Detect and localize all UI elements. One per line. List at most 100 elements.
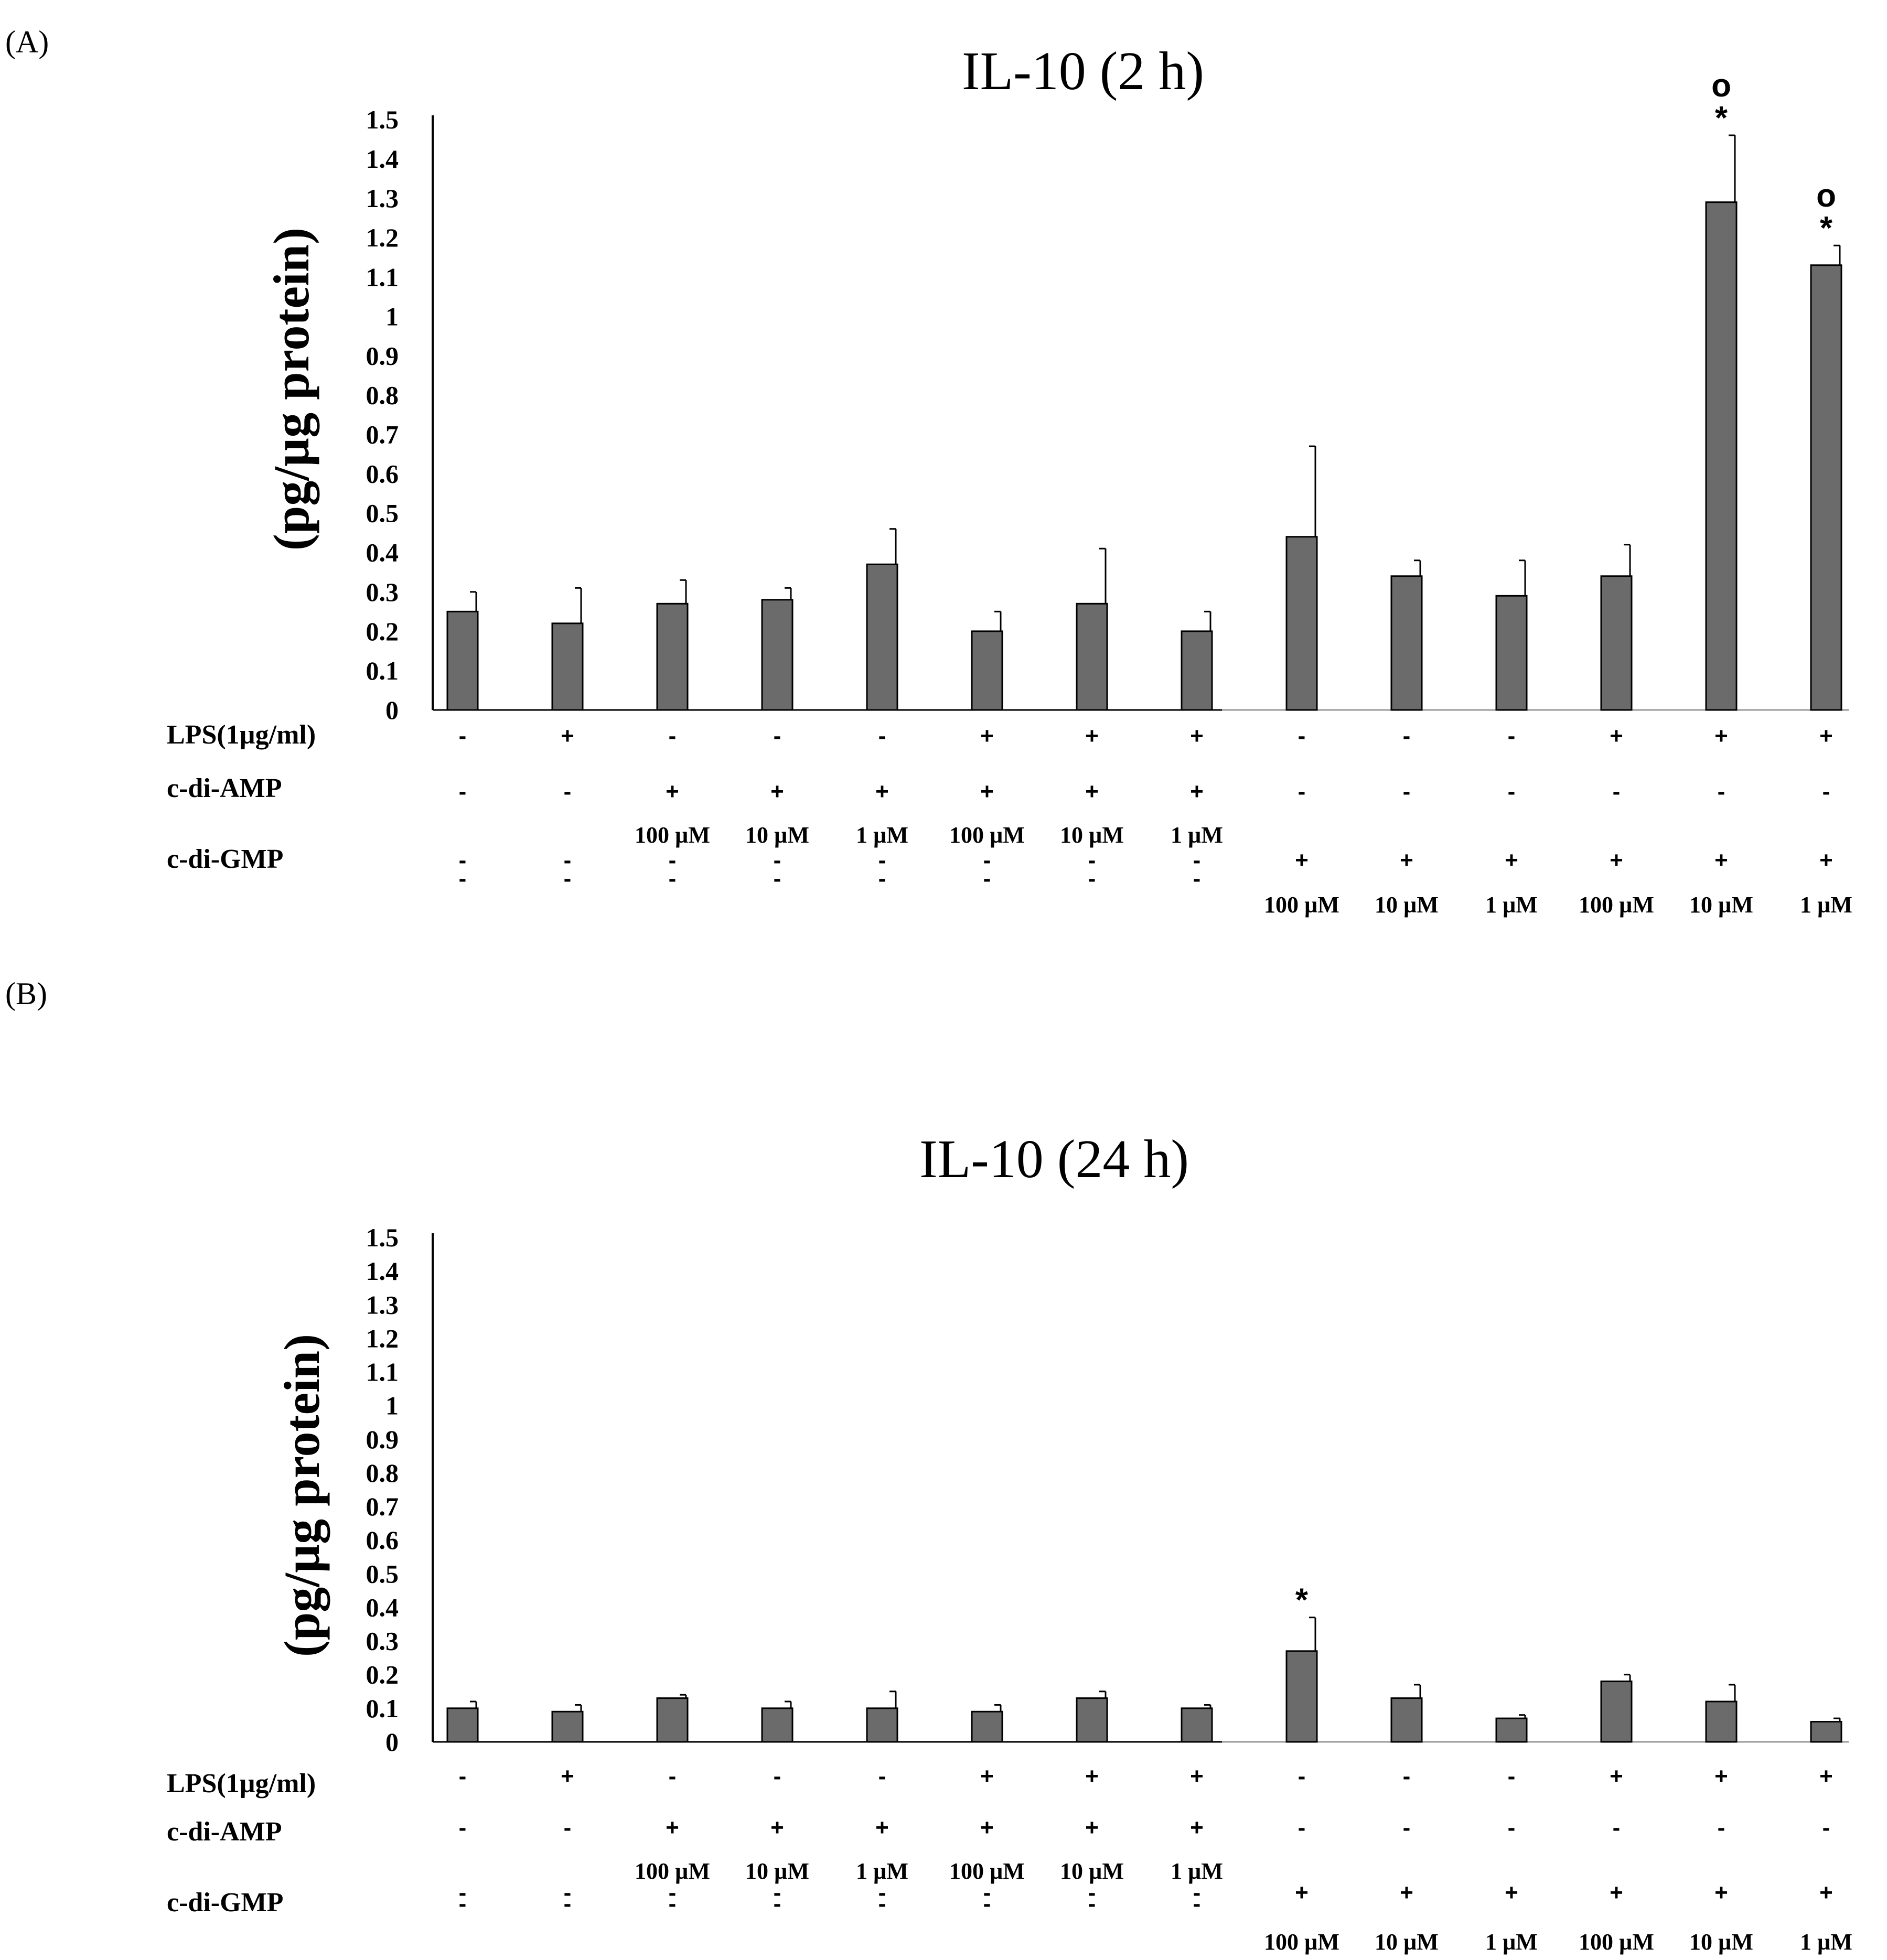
- treatment-sign: -: [1508, 779, 1516, 804]
- treatment-sign: +: [1085, 723, 1099, 749]
- y-tick-label: 0: [385, 1727, 399, 1757]
- significance-star: *: [1715, 100, 1728, 136]
- panel-label: (A): [5, 25, 49, 59]
- concentration-label: 1 µM: [1171, 822, 1223, 848]
- treatment-sign: +: [1714, 723, 1728, 749]
- panel-label: (B): [5, 976, 47, 1011]
- treatment-sign: +: [875, 779, 889, 804]
- row-label-lps: LPS(1µg/ml): [167, 1769, 316, 1799]
- treatment-sign: +: [1819, 1763, 1833, 1789]
- y-tick-label: 0.8: [366, 1458, 399, 1488]
- treatment-sign-sub: -: [669, 866, 677, 891]
- treatment-sign: -: [983, 847, 991, 873]
- bar: [446, 1707, 479, 1743]
- bars: [446, 134, 1842, 711]
- treatment-sign: +: [980, 723, 994, 749]
- treatment-sign-sub: -: [564, 1891, 572, 1916]
- treatment-sign-sub: -: [983, 866, 991, 891]
- treatment-sign: -: [669, 1763, 677, 1789]
- y-tick-label: 1.4: [366, 144, 399, 174]
- treatment-sign: -: [669, 847, 677, 873]
- treatment-sign: -: [1718, 1815, 1725, 1840]
- treatment-sign: -: [459, 723, 467, 749]
- treatment-sign: +: [1714, 1763, 1728, 1789]
- y-tick-label: 1.1: [366, 262, 399, 292]
- treatment-sign: +: [980, 1815, 994, 1840]
- bar: [1705, 1700, 1738, 1743]
- y-tick-label: 0.1: [366, 1694, 399, 1723]
- treatment-sign: -: [459, 1880, 467, 1905]
- treatment-sign: -: [774, 1763, 781, 1789]
- bar: [1076, 602, 1108, 711]
- treatment-sign: -: [1403, 779, 1411, 804]
- y-tick-label: 1: [385, 301, 399, 331]
- y-tick-label: 0.6: [366, 459, 399, 489]
- bar: [1600, 575, 1633, 711]
- treatment-sign: +: [1085, 1815, 1099, 1840]
- y-tick-label: 1.5: [366, 1223, 399, 1252]
- bar: [761, 1707, 794, 1743]
- concentration-label: 1 µM: [1485, 892, 1538, 918]
- treatment-sign: +: [980, 1763, 994, 1789]
- y-tick-label: 0.3: [366, 577, 399, 607]
- bar: [761, 599, 794, 711]
- row-label-c-di-gmp: c-di-GMP: [167, 1888, 283, 1918]
- bar: [1705, 201, 1738, 711]
- treatment-sign: -: [878, 1880, 886, 1905]
- treatment-sign: -: [669, 723, 677, 749]
- concentration-label: 100 µM: [1579, 1929, 1654, 1955]
- row-label-c-di-amp: c-di-AMP: [167, 773, 282, 803]
- treatment-sign: -: [459, 779, 467, 804]
- bar: [866, 563, 898, 711]
- treatment-table: LPS(1µg/ml) c-di-AMP c-di-GMP - + - - - + + + - -…: [167, 1763, 1852, 1955]
- treatment-sign: +: [1190, 1815, 1204, 1840]
- treatment-sign: +: [770, 1815, 784, 1840]
- concentration-label: 1 µM: [1800, 892, 1852, 918]
- bar: [1600, 1681, 1633, 1743]
- bar: [1390, 1697, 1423, 1743]
- treatment-sign-sub: -: [983, 1891, 991, 1916]
- significance-marks: *o*o: [1711, 68, 1836, 246]
- treatment-sign: -: [774, 847, 781, 873]
- treatment-sign-sub: -: [774, 1891, 781, 1916]
- panel-a: (A) IL-10 (2 h) (pg/µg protein) 00.10.20…: [5, 25, 1852, 918]
- treatment-sign: -: [1088, 1880, 1096, 1905]
- treatment-sign: -: [1088, 847, 1096, 873]
- bar: [1285, 1650, 1318, 1743]
- treatment-sign: -: [1508, 723, 1516, 749]
- treatment-sign: +: [980, 779, 994, 804]
- treatment-sign: +: [1085, 779, 1099, 804]
- concentration-label: 100 µM: [635, 1858, 710, 1884]
- treatment-sign: -: [1298, 723, 1306, 749]
- treatment-sign-sub: -: [878, 1891, 886, 1916]
- treatment-sign-sub: -: [1193, 866, 1201, 891]
- treatment-sign: +: [1819, 1880, 1833, 1905]
- y-tick-label: 1.3: [366, 1290, 399, 1319]
- chart-title: IL-10 (24 h): [919, 1129, 1189, 1189]
- bar: [1810, 264, 1842, 711]
- treatment-sign: +: [1610, 847, 1623, 873]
- treatment-sign: -: [459, 1763, 467, 1789]
- treatment-sign-sub: -: [1088, 1891, 1096, 1916]
- treatment-sign: -: [1822, 1815, 1830, 1840]
- treatment-sign: +: [561, 1763, 574, 1789]
- row-label-lps: LPS(1µg/ml): [167, 720, 316, 750]
- treatment-sign: -: [1403, 1763, 1411, 1789]
- bar: [446, 610, 479, 711]
- chart-title: IL-10 (2 h): [962, 41, 1204, 101]
- row-label-c-di-gmp: c-di-GMP: [167, 844, 283, 874]
- treatment-sign: +: [1610, 1763, 1623, 1789]
- y-tick-label: 0.7: [366, 1492, 399, 1521]
- y-tick-label: 1.4: [366, 1256, 399, 1286]
- significance-star: *: [1820, 210, 1833, 246]
- treatment-sign: -: [878, 847, 886, 873]
- treatment-sign: -: [1298, 779, 1306, 804]
- concentration-label: 1 µM: [856, 822, 908, 848]
- treatment-sign: +: [666, 1815, 679, 1840]
- treatment-sign: -: [564, 847, 572, 873]
- treatment-sign: -: [1193, 1880, 1201, 1905]
- treatment-sign: +: [1085, 1763, 1099, 1789]
- bar: [656, 1697, 689, 1743]
- concentration-label: 10 µM: [1689, 892, 1753, 918]
